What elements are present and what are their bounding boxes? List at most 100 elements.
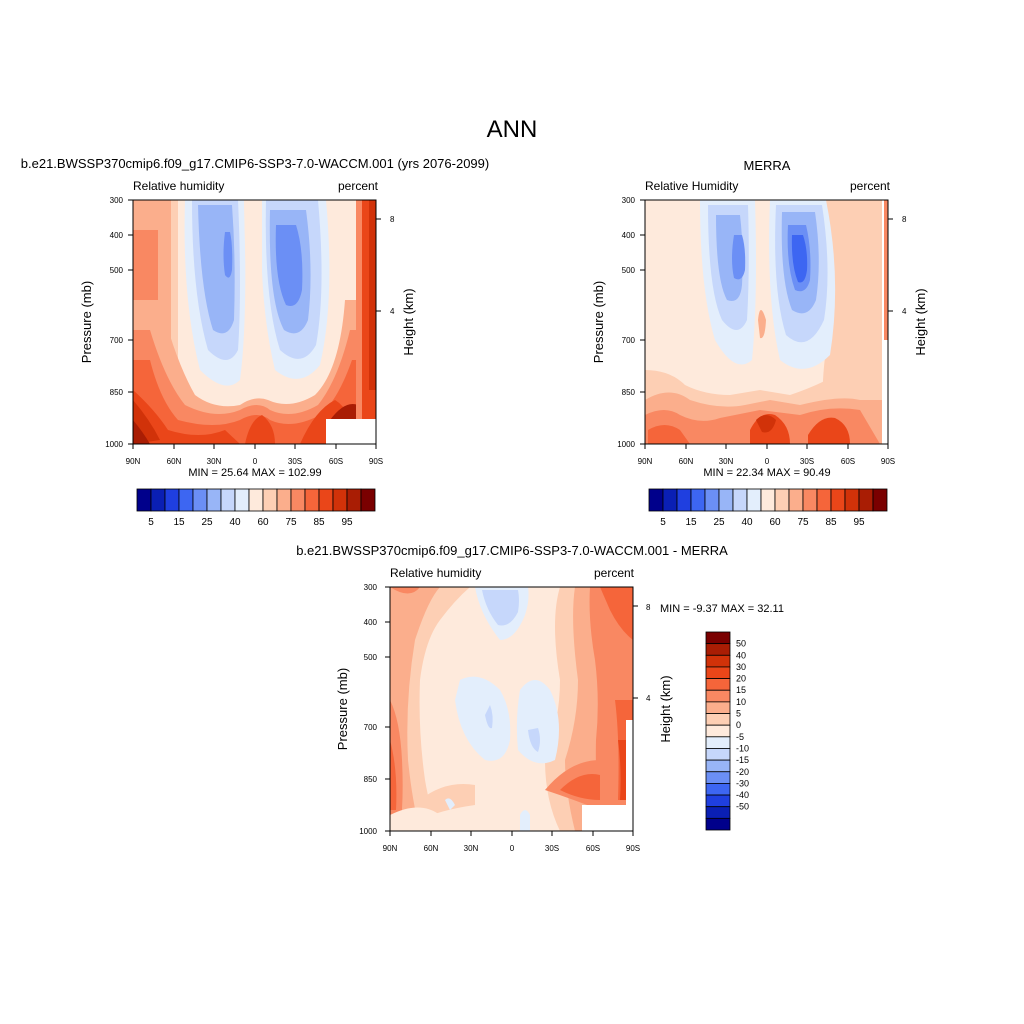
colorbar-box [718, 488, 734, 512]
tick-label-0: 0 [510, 844, 515, 853]
colorbar-box [705, 701, 731, 714]
tick-label-850: 850 [622, 388, 636, 397]
tick-label-1000: 1000 [359, 827, 377, 836]
colorbar-box [676, 488, 692, 512]
colorbar-box [705, 689, 731, 703]
tick-label-300: 300 [364, 583, 378, 592]
colorbar-label: 85 [825, 517, 837, 528]
colorbar-box [872, 488, 888, 512]
colorbar-label: 95 [341, 517, 353, 528]
colorbar-box [690, 488, 706, 512]
min-value: -9.37 [693, 603, 718, 615]
colorbar-label: 5 [660, 517, 666, 528]
colorbar-box [662, 488, 678, 512]
tick-label-4: 4 [390, 307, 395, 316]
colorbar-label: 85 [313, 517, 325, 528]
colorbar-box [705, 666, 731, 679]
axis-left: 300 400 500 700 850 1000 Pressure (mb) [335, 583, 390, 836]
colorbar-box [705, 713, 731, 726]
tick-label-30n: 30N [464, 844, 479, 853]
tick-label-8: 8 [390, 215, 395, 224]
colorbar-box [732, 488, 748, 512]
colorbar-box [220, 488, 236, 512]
colorbar-label: -10 [736, 743, 749, 753]
colorbar-box [746, 488, 762, 512]
colorbar-box [802, 488, 818, 512]
colorbar-box [705, 631, 731, 645]
max-label: MAX = [767, 467, 800, 479]
tick-label-60s: 60S [841, 457, 855, 466]
tick-label-4: 4 [902, 307, 907, 316]
colorbar-box [206, 488, 222, 512]
tick-label-400: 400 [364, 618, 378, 627]
colorbar-label: 75 [285, 517, 297, 528]
min-max-stats: MIN = 22.34 MAX = 90.49 [703, 467, 830, 479]
tick-label-0: 0 [765, 457, 770, 466]
tick-label-90n: 90N [126, 457, 141, 466]
tick-label-8: 8 [902, 215, 907, 224]
colorbar-box [705, 759, 731, 773]
colorbar-label: 60 [769, 517, 781, 528]
min-label: MIN = [703, 467, 733, 479]
colorbar: 5 15 25 40 60 75 85 95 [136, 488, 376, 528]
colorbar-box [705, 724, 731, 738]
tick-label-30s: 30S [545, 844, 559, 853]
colorbar-label: 20 [736, 674, 746, 684]
colorbar-box [178, 488, 194, 512]
left-string: Relative humidity [390, 566, 481, 580]
tick-label-90s: 90S [626, 844, 640, 853]
tick-label-700: 700 [364, 723, 378, 732]
colorbar-box [346, 488, 362, 512]
colorbar-box [705, 783, 731, 796]
colorbar-label: 5 [148, 517, 154, 528]
colorbar-label: -40 [736, 790, 749, 800]
colorbar-box [705, 748, 731, 761]
colorbar-box [705, 678, 731, 691]
tick-label-500: 500 [364, 653, 378, 662]
colorbar-label: 60 [257, 517, 269, 528]
tick-label-0: 0 [253, 457, 258, 466]
contour-field [133, 200, 376, 444]
colorbar-box [248, 488, 264, 512]
colorbar-box [164, 488, 180, 512]
tick-label-300: 300 [110, 196, 124, 205]
colorbar-label: 25 [713, 517, 725, 528]
axis-left: 300 400 500 700 850 1000 Pressure (mb) [79, 196, 133, 449]
colorbar-box [150, 488, 166, 512]
left-string: Relative Humidity [645, 179, 738, 193]
colorbar-box [290, 488, 306, 512]
colorbar-label: -20 [736, 767, 749, 777]
colorbar-box [704, 488, 720, 512]
right-string: percent [594, 566, 635, 580]
colorbar-box [360, 488, 376, 512]
right-string: percent [338, 179, 379, 193]
tick-label-1000: 1000 [617, 440, 635, 449]
colorbar-box [788, 488, 804, 512]
max-value: 32.11 [757, 603, 784, 615]
tick-label-30n: 30N [207, 457, 222, 466]
left-string: Relative humidity [133, 179, 224, 193]
colorbar-box [774, 488, 790, 512]
colorbar-label: -5 [736, 732, 744, 742]
y2-axis-label: Height (km) [401, 288, 416, 355]
colorbar: 5 15 25 40 60 75 85 95 [648, 488, 888, 528]
panel-title: b.e21.BWSSP370cmip6.f09_g17.CMIP6-SSP3-7… [21, 156, 489, 171]
panel-difference: b.e21.BWSSP370cmip6.f09_g17.CMIP6-SSP3-7… [296, 543, 784, 853]
tick-label-300: 300 [622, 196, 636, 205]
colorbar-label: 25 [201, 517, 213, 528]
panel-title: MERRA [744, 158, 791, 173]
tick-label-850: 850 [364, 775, 378, 784]
colorbar-box [705, 643, 731, 656]
tick-label-850: 850 [110, 388, 124, 397]
tick-label-500: 500 [622, 266, 636, 275]
tick-label-90n: 90N [638, 457, 653, 466]
y-axis-label: Pressure (mb) [335, 668, 350, 750]
min-max-stats: MIN = -9.37 MAX = 32.11 [660, 603, 784, 615]
y2-axis-label: Height (km) [913, 288, 928, 355]
min-value: 22.34 [736, 467, 764, 479]
axis-right: 8 4 Height (km) [888, 215, 928, 356]
colorbar-box [234, 488, 250, 512]
colorbar-label: 40 [229, 517, 241, 528]
